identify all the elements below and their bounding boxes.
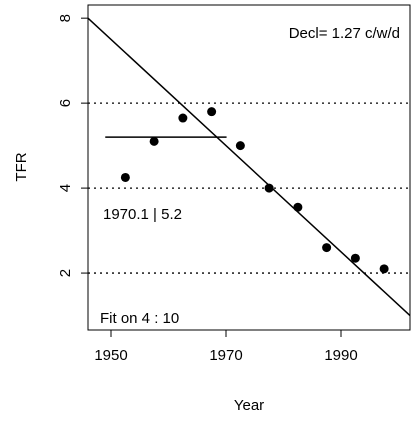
point <box>350 253 360 263</box>
point <box>207 107 217 117</box>
x-tick-label: 1990 <box>324 347 357 364</box>
point <box>235 141 245 151</box>
point <box>264 183 274 193</box>
plot-frame <box>87 4 411 331</box>
point <box>149 136 159 146</box>
x-tick-label: 1970 <box>209 347 242 364</box>
y-tick-label: 2 <box>57 269 74 277</box>
point <box>379 264 389 274</box>
point <box>120 172 130 182</box>
y-tick-label: 4 <box>57 184 74 192</box>
x-axis-label: Year <box>234 397 264 414</box>
point <box>178 113 188 123</box>
break-annotation: 1970.1 | 5.2 <box>103 206 182 223</box>
y-tick-label: 6 <box>57 99 74 107</box>
point <box>322 243 332 253</box>
fit-line <box>87 17 411 317</box>
y-tick-label: 8 <box>57 14 74 22</box>
y-axis-label: TFR <box>13 152 30 181</box>
decline-annotation: Decl= 1.27 c/w/d <box>289 25 400 42</box>
fit-annotation: Fit on 4 : 10 <box>100 310 179 327</box>
x-tick-label: 1950 <box>94 347 127 364</box>
point <box>293 202 303 212</box>
